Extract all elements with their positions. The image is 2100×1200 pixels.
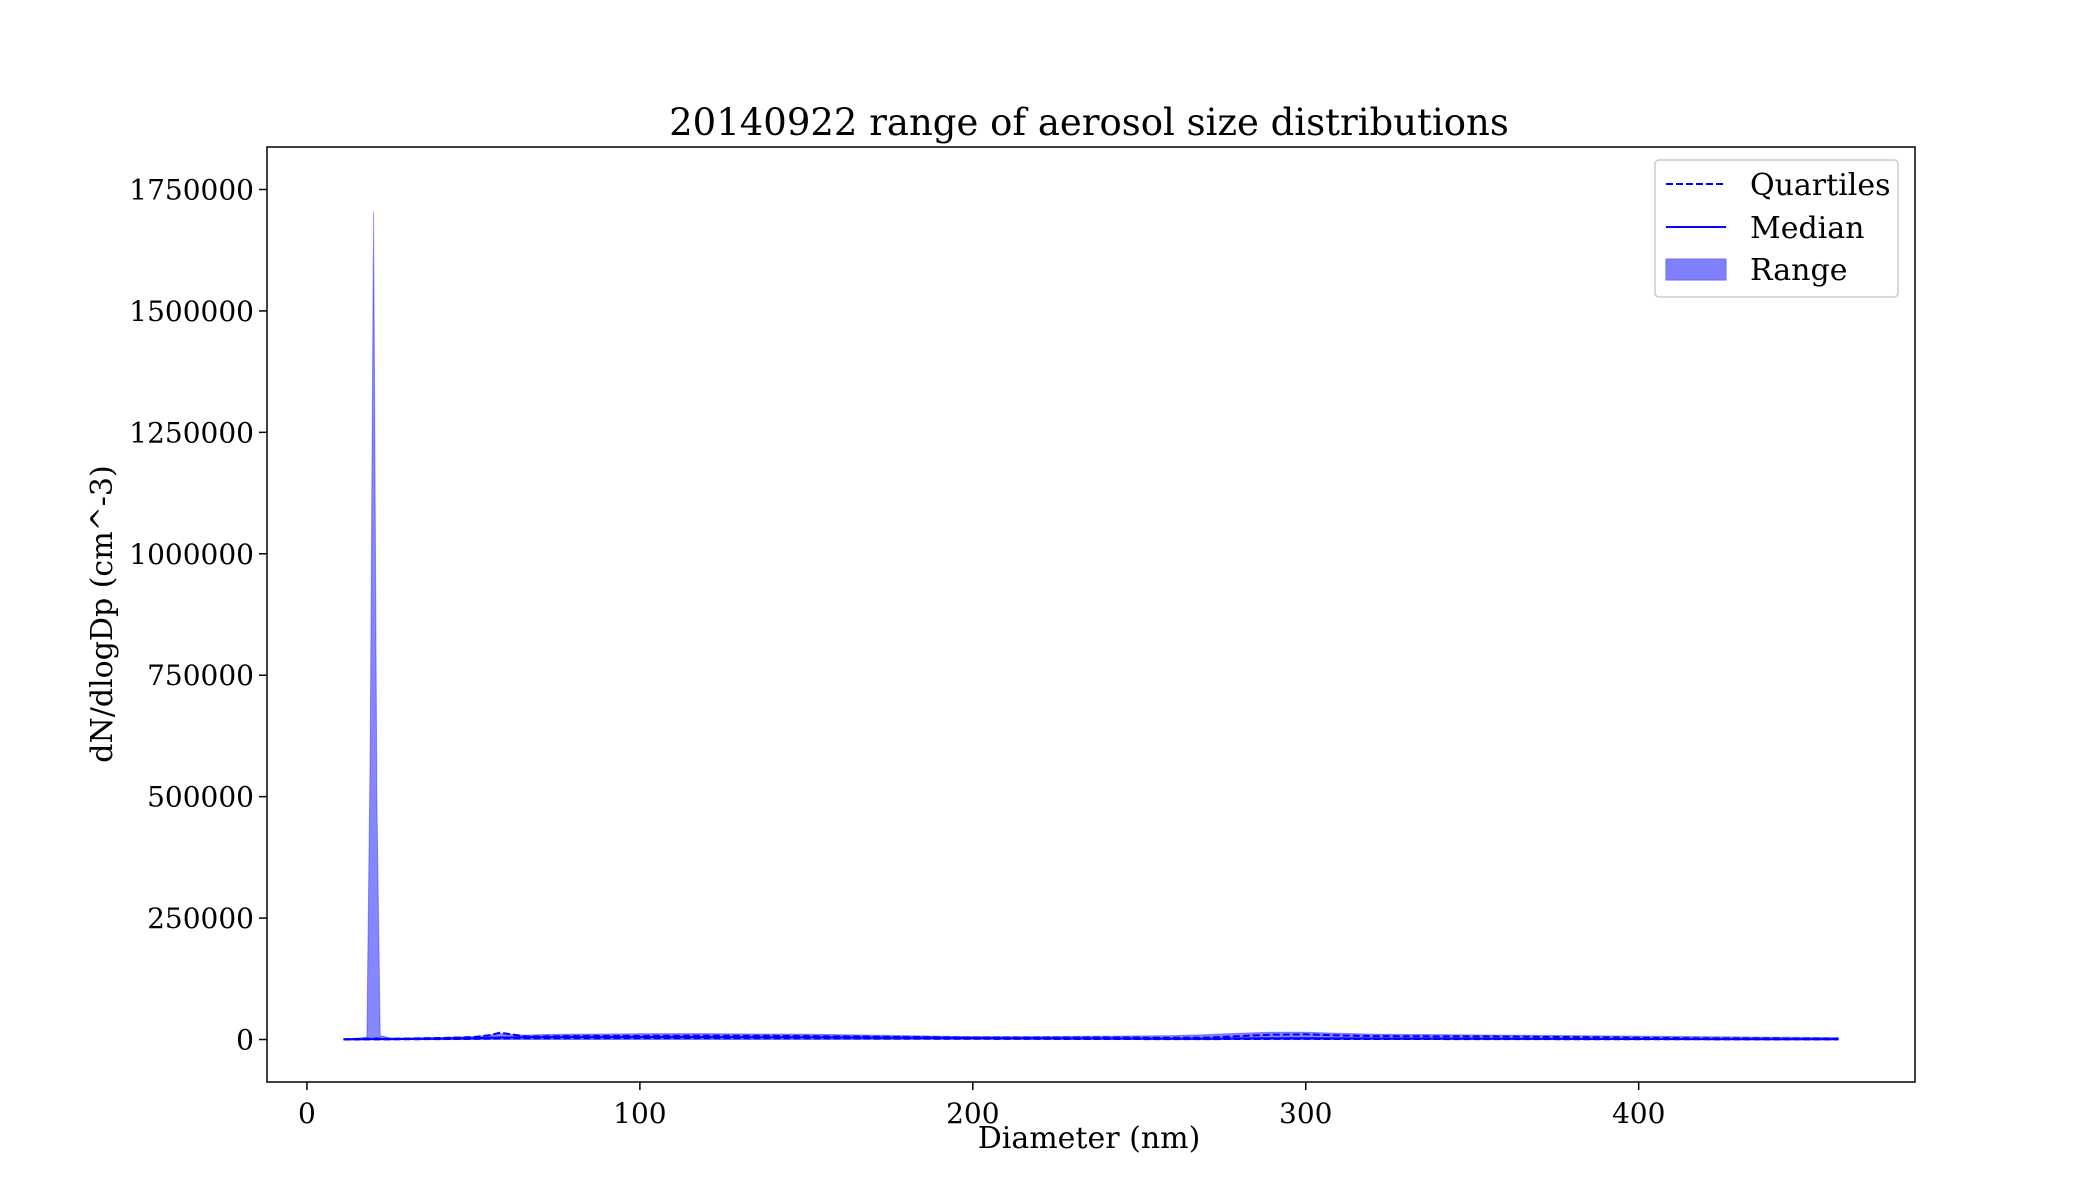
plot-frame [266,146,1916,1083]
upper-quartile-line [343,1031,1839,1041]
y-axis-ticks: 0 250000 500000 750000 1000000 1250000 1500000… [129,174,267,1057]
y-tick-label: 1750000 [129,174,254,207]
legend-label-median: Median [1750,211,1864,246]
x-tick-label: 200 [946,1097,999,1130]
x-tick-label: 400 [1612,1097,1665,1130]
y-tick-label: 1500000 [129,295,254,328]
median-line [343,1036,1839,1041]
x-tick-label: 300 [1279,1097,1332,1130]
y-tick-label: 750000 [147,659,254,692]
y-tick-label: 1000000 [129,538,254,571]
chart-title: 20140922 range of aerosol size distribut… [669,101,1509,144]
legend-swatch-range [1665,258,1727,281]
legend: Quartiles Median Range [1654,159,1899,298]
y-tick-label: 250000 [147,902,254,935]
x-axis-ticks: 0 100 200 300 400 [298,1082,1665,1130]
y-axis-label: dN/dlogDp (cm^-3) [85,465,120,762]
legend-label-range: Range [1750,253,1847,288]
x-axis-label: Diameter (nm) [978,1121,1201,1156]
x-tick-label: 100 [613,1097,666,1130]
data-layer [343,211,1839,1041]
legend-label-quartiles: Quartiles [1750,168,1891,203]
y-tick-label: 1250000 [129,416,254,449]
y-tick-label: 0 [236,1024,254,1057]
y-tick-label: 500000 [147,781,254,814]
x-tick-label: 0 [298,1097,316,1130]
